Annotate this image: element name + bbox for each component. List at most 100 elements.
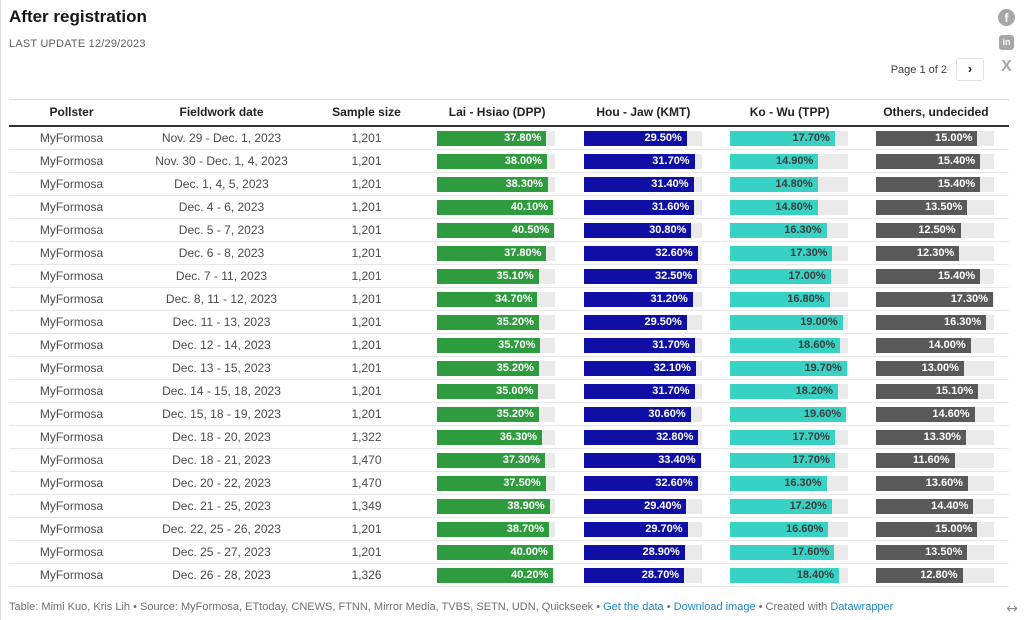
others-bar-track: 15.40% <box>876 268 995 284</box>
table-body: MyFormosa Nov. 29 - Dec. 1, 2023 1,201 37.8… <box>9 126 1009 587</box>
others-bar-track: 15.10% <box>876 383 995 399</box>
dpp-bar-track: 36.30% <box>437 429 556 445</box>
tpp-bar-track: 14.80% <box>729 199 848 215</box>
dpp-bar-track: 35.70% <box>437 337 556 353</box>
others-bar: 13.30% <box>876 429 966 445</box>
others-bar-track: 13.00% <box>876 360 995 376</box>
fieldwork-date-cell: Nov. 29 - Dec. 1, 2023 <box>134 126 309 150</box>
tpp-bar-value: 17.70% <box>792 430 830 443</box>
kmt-bar-cell: 30.60% <box>570 402 717 426</box>
tpp-bar-track: 16.80% <box>729 291 848 307</box>
dpp-bar-cell: 38.30% <box>424 172 571 196</box>
kmt-bar-track: 31.70% <box>583 383 702 399</box>
tpp-bar-cell: 16.60% <box>716 517 863 541</box>
footer-attribution: Table: Mimi Kuo, Kris Lih • Source: MyFo… <box>9 601 893 613</box>
get-the-data-link[interactable]: Get the data <box>603 601 664 613</box>
sample-size-cell: 1,201 <box>309 218 424 242</box>
tpp-bar-track: 16.30% <box>729 475 848 491</box>
kmt-bar-value: 30.60% <box>648 407 686 420</box>
dpp-bar-track: 40.10% <box>437 199 556 215</box>
sample-size-cell: 1,201 <box>309 195 424 219</box>
others-bar: 14.60% <box>876 406 975 422</box>
kmt-bar-track: 32.10% <box>583 360 702 376</box>
others-bar-track: 17.30% <box>876 291 995 307</box>
dpp-bar: 35.00% <box>437 383 539 399</box>
others-bar: 15.00% <box>876 521 978 537</box>
dpp-bar-value: 37.30% <box>502 453 541 466</box>
sample-size-cell: 1,201 <box>309 540 424 564</box>
facebook-icon[interactable]: f <box>998 9 1015 26</box>
dpp-bar-track: 40.00% <box>437 544 556 560</box>
kmt-bar-track: 30.60% <box>583 406 702 422</box>
pollster-cell: MyFormosa <box>9 563 134 587</box>
fieldwork-date-cell: Dec. 5 - 7, 2023 <box>134 218 309 242</box>
resize-handle-icon[interactable]: ↔ <box>1006 601 1018 617</box>
download-image-link[interactable]: Download image <box>673 601 756 613</box>
others-bar: 12.30% <box>876 245 960 261</box>
tpp-bar: 16.30% <box>729 475 827 491</box>
sample-size-cell: 1,201 <box>309 356 424 380</box>
others-bar-track: 12.30% <box>876 245 995 261</box>
dpp-bar-track: 38.30% <box>437 176 556 192</box>
others-bar-cell: 17.30% <box>862 287 1009 311</box>
dpp-bar-value: 34.70% <box>495 292 533 305</box>
others-bar-cell: 11.60% <box>862 448 1009 472</box>
next-page-button[interactable]: › <box>956 58 984 81</box>
dpp-bar-cell: 40.10% <box>424 195 571 219</box>
kmt-bar-track: 31.40% <box>583 176 702 192</box>
dpp-bar: 35.10% <box>437 268 539 284</box>
pollster-cell: MyFormosa <box>9 540 134 564</box>
fieldwork-date-cell: Dec. 20 - 22, 2023 <box>134 471 309 495</box>
others-bar: 14.00% <box>876 337 971 353</box>
pollster-cell: MyFormosa <box>9 402 134 426</box>
tpp-bar-value: 18.40% <box>796 568 835 581</box>
others-bar-value: 15.40% <box>937 154 976 167</box>
others-bar-value: 15.40% <box>937 269 976 282</box>
dpp-bar: 36.30% <box>437 429 543 445</box>
tpp-bar-track: 17.30% <box>729 245 848 261</box>
dpp-bar-value: 37.80% <box>504 246 542 259</box>
col-header-sample-size: Sample size <box>309 99 424 127</box>
dpp-bar-track: 35.20% <box>437 360 556 376</box>
others-bar-value: 13.00% <box>921 361 959 374</box>
others-bar-value: 12.50% <box>918 223 956 236</box>
table-row: MyFormosa Dec. 6 - 8, 2023 1,201 37.80% 32.6… <box>9 241 1009 265</box>
datawrapper-link[interactable]: Datawrapper <box>830 601 894 613</box>
linkedin-icon[interactable]: in <box>999 35 1014 50</box>
pollster-cell: MyFormosa <box>9 149 134 173</box>
tpp-bar-track: 17.60% <box>729 544 848 560</box>
kmt-bar-cell: 28.70% <box>570 563 717 587</box>
kmt-bar-track: 31.60% <box>583 199 702 215</box>
table-row: MyFormosa Dec. 12 - 14, 2023 1,201 35.70% 31… <box>9 333 1009 357</box>
others-bar-cell: 14.60% <box>862 402 1009 426</box>
dpp-bar-cell: 35.10% <box>424 264 571 288</box>
kmt-bar-cell: 32.80% <box>570 425 717 449</box>
tpp-bar: 16.60% <box>729 521 829 537</box>
others-bar: 12.80% <box>876 567 963 583</box>
tpp-bar-cell: 19.60% <box>716 402 863 426</box>
others-bar-cell: 14.40% <box>862 494 1009 518</box>
tpp-bar-track: 17.00% <box>729 268 848 284</box>
others-bar-track: 16.30% <box>876 314 995 330</box>
footer-text: Table: Mimi Kuo, Kris Lih <box>9 601 131 613</box>
others-bar-value: 13.30% <box>923 430 961 443</box>
x-twitter-icon[interactable]: X <box>1001 58 1012 75</box>
others-bar-cell: 13.00% <box>862 356 1009 380</box>
tpp-bar-cell: 17.70% <box>716 425 863 449</box>
dpp-bar-track: 37.50% <box>437 475 556 491</box>
fieldwork-date-cell: Dec. 14 - 15, 18, 2023 <box>134 379 309 403</box>
tpp-bar-cell: 17.00% <box>716 264 863 288</box>
tpp-bar-value: 14.80% <box>775 177 813 190</box>
dpp-bar: 40.10% <box>437 199 554 215</box>
dpp-bar-value: 40.10% <box>510 200 549 213</box>
dpp-bar-cell: 34.70% <box>424 287 571 311</box>
dpp-bar-value: 35.20% <box>496 315 534 328</box>
dpp-bar: 38.00% <box>437 153 548 169</box>
share-toolbar: f in X <box>998 9 1015 75</box>
kmt-bar-value: 31.70% <box>652 338 690 351</box>
fieldwork-date-cell: Dec. 21 - 25, 2023 <box>134 494 309 518</box>
table-row: MyFormosa Nov. 30 - Dec. 1, 4, 2023 1,201 3… <box>9 149 1009 173</box>
kmt-bar: 29.50% <box>583 130 687 146</box>
tpp-bar-value: 17.60% <box>791 545 830 558</box>
kmt-bar: 32.50% <box>583 268 698 284</box>
